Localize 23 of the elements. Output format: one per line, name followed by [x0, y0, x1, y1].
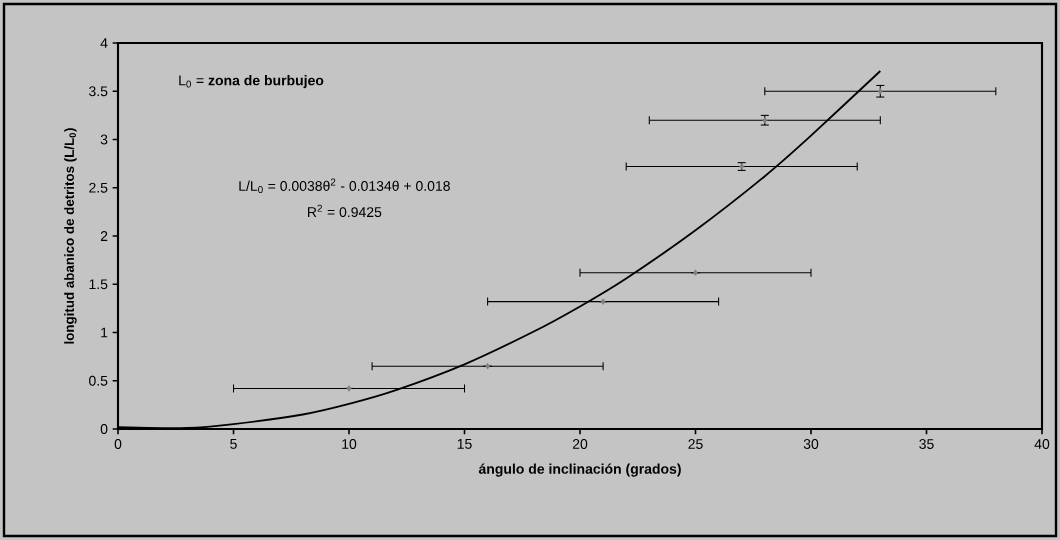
y-tick-label: 1: [101, 327, 108, 338]
x-tick-label: 20: [572, 439, 588, 449]
y-axis-title: longitud abanico de detritos (L/L$_{0}$): [64, 128, 77, 344]
y-tick-label: 3: [100, 134, 108, 145]
x-tick-label: 10: [342, 439, 357, 449]
x-tick-label: 40: [1034, 439, 1050, 449]
x-tick-label: 5: [230, 439, 237, 449]
x-tick-label: 30: [803, 439, 819, 449]
y-tick-label: 0.5: [89, 375, 108, 386]
x-tick-label: 25: [688, 439, 703, 449]
y-tick-label: 3.5: [89, 86, 108, 97]
y-tick-label: 2: [100, 231, 108, 241]
y-tick-label: 4: [100, 38, 108, 48]
x-tick-label: 15: [457, 439, 472, 449]
y-tick-label: 2.5: [89, 182, 108, 193]
x-tick-label: 35: [919, 439, 934, 449]
annotation: L/L$_{0}$ = 0.0038θ$^{2}$ - 0.0134θ + 0.018: [239, 178, 450, 194]
x-tick-label: 0: [114, 439, 122, 449]
y-tick-label: 1.5: [89, 279, 108, 290]
y-tick-label: 0: [100, 424, 108, 434]
x-axis-title: ángulo de inclinación (grados): [478, 463, 681, 477]
annotation: L$_{0}$ = zona de burbujeo: [179, 75, 324, 89]
annotation: R$^{2}$ = 0.9425: [308, 204, 382, 218]
